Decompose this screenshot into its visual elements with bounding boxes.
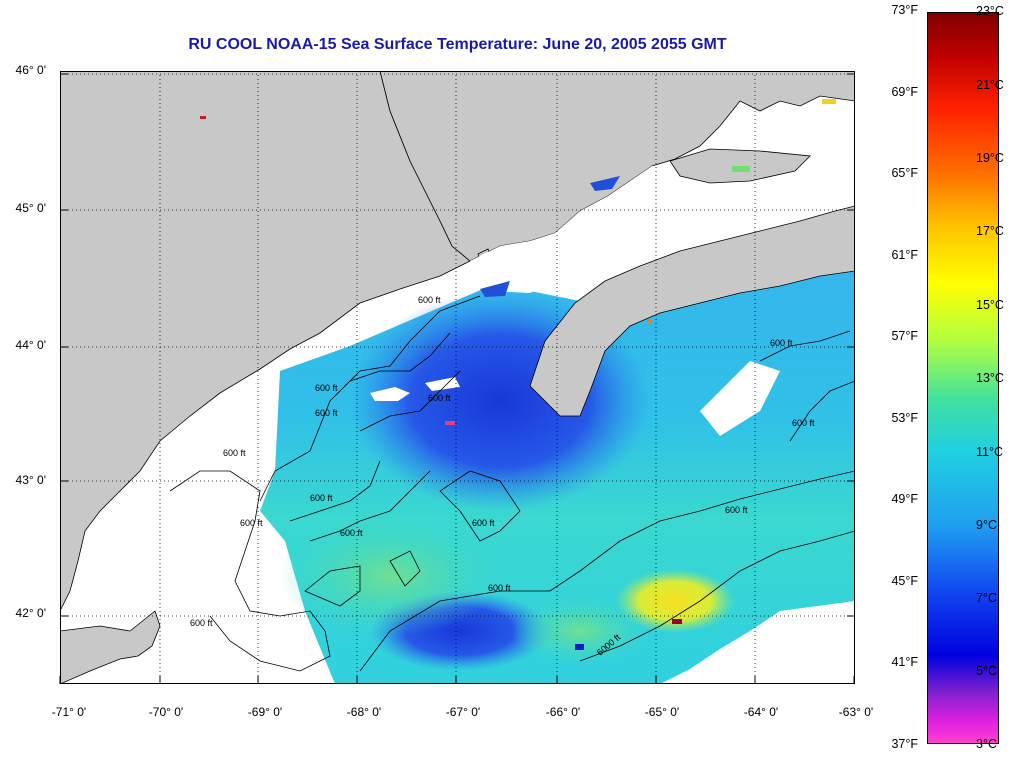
lon-label: -64° 0' (743, 705, 779, 719)
lake-pixel-orange (648, 319, 652, 323)
contour-label: 600 ft (190, 618, 213, 628)
colorbar-celsius-label: 19°C (976, 151, 1004, 165)
sst-map-canvas: 600 ft 600 ft 600 ft 600 ft 600 ft 600 f… (60, 71, 855, 684)
contour-label: 600 ft (223, 448, 246, 458)
lon-label: -65° 0' (644, 705, 680, 719)
cold-pixel (575, 644, 584, 650)
colorbar-celsius-label: 11°C (976, 445, 1004, 459)
colorbar-fahrenheit-label: 69°F (891, 85, 918, 99)
land-cape-cod (60, 610, 161, 684)
colorbar-fahrenheit-label: 37°F (891, 737, 918, 751)
colorbar-fahrenheit-label: 45°F (891, 574, 918, 588)
temperature-colorbar (927, 12, 999, 744)
contour-label: 600 ft (418, 295, 441, 305)
lon-label: -66° 0' (545, 705, 581, 719)
land-nova-scotia (529, 205, 855, 417)
lat-label: 42° 0' (15, 606, 46, 620)
contour-label: 600 ft (725, 505, 748, 515)
map-title: RU COOL NOAA-15 Sea Surface Temperature:… (188, 36, 727, 53)
lon-label: -63° 0' (838, 705, 874, 719)
contour-label: 600 ft (340, 528, 363, 538)
lat-label: 43° 0' (15, 473, 46, 487)
lake-pixel-warm (822, 99, 836, 104)
colorbar-celsius-label: 3°C (976, 737, 997, 751)
colorbar-celsius-label: 5°C (976, 664, 997, 678)
colorbar-celsius-label: 23°C (976, 4, 1004, 18)
green-patch-south (510, 596, 650, 666)
colorbar-celsius-label: 7°C (976, 591, 997, 605)
fundy-cold-patch-2 (480, 281, 510, 297)
green-patch (280, 516, 500, 636)
lat-label: 46° 0' (15, 63, 46, 77)
colorbar-celsius-label: 13°C (976, 371, 1004, 385)
cloud-gap (370, 387, 410, 401)
fundy-cold-patch (590, 176, 620, 191)
contour-label: 600 ft (315, 383, 338, 393)
colorbar-fahrenheit-label: 73°F (891, 3, 918, 17)
warm-pixel (672, 619, 682, 624)
lon-label: -70° 0' (148, 705, 184, 719)
contour-label: 600 ft (488, 583, 511, 593)
lake-pixel-green (732, 166, 750, 172)
colorbar-celsius-label: 9°C (976, 518, 997, 532)
cloud-gap (700, 361, 780, 436)
contour-label: 600 ft (472, 518, 495, 528)
warm-pixel-2 (445, 421, 455, 425)
graticule (60, 71, 855, 684)
lake-pixel-warm (200, 116, 206, 119)
colorbar-fahrenheit-label: 41°F (891, 655, 918, 669)
lon-label: -71° 0' (51, 705, 87, 719)
contour-label: 600 ft (428, 393, 451, 403)
lon-label: -69° 0' (247, 705, 283, 719)
contour-label: 600 ft (240, 518, 263, 528)
colorbar-celsius-label: 21°C (976, 78, 1004, 92)
colorbar-fahrenheit-label: 61°F (891, 248, 918, 262)
contour-label: 600 ft (792, 418, 815, 428)
colorbar-fahrenheit-label: 49°F (891, 492, 918, 506)
colorbar-celsius-label: 15°C (976, 298, 1004, 312)
warm-patch (615, 569, 735, 633)
contour-label: 600 ft (315, 408, 338, 418)
contour-label: 600 ft (770, 338, 793, 348)
colorbar-fahrenheit-label: 65°F (891, 166, 918, 180)
colorbar-fahrenheit-label: 57°F (891, 329, 918, 343)
colorbar-fahrenheit-label: 53°F (891, 411, 918, 425)
lon-label: -67° 0' (445, 705, 481, 719)
colorbar-celsius-label: 17°C (976, 224, 1004, 238)
sst-map: 600 ft 600 ft 600 ft 600 ft 600 ft 600 f… (60, 71, 855, 684)
cloud-gap (425, 377, 460, 391)
bay-of-fundy-cloud (470, 166, 670, 293)
lat-label: 44° 0' (15, 338, 46, 352)
lon-label: -68° 0' (346, 705, 382, 719)
contour-label: 600 ft (310, 493, 333, 503)
lat-label: 45° 0' (15, 201, 46, 215)
